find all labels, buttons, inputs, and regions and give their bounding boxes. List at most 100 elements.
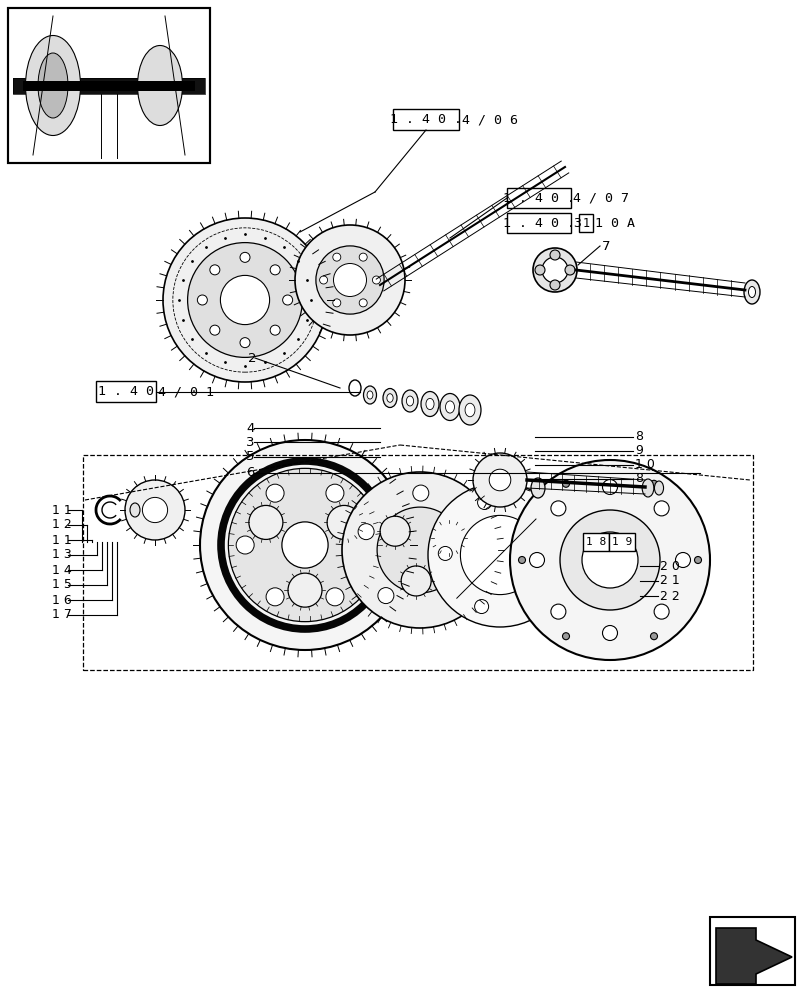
Circle shape	[444, 589, 461, 605]
Circle shape	[270, 265, 280, 275]
Circle shape	[282, 295, 292, 305]
Text: 7: 7	[601, 239, 610, 252]
Circle shape	[466, 525, 482, 541]
Circle shape	[474, 600, 488, 614]
Bar	[8, 8, 210, 163]
Circle shape	[377, 588, 393, 604]
Text: 2: 2	[247, 352, 256, 364]
Bar	[582, 533, 608, 551]
Text: 1 9: 1 9	[611, 537, 631, 547]
Ellipse shape	[458, 395, 480, 425]
Text: 2 1: 2 1	[659, 574, 679, 587]
Bar	[578, 214, 592, 232]
Text: 8: 8	[634, 430, 642, 444]
Text: 1 6: 1 6	[52, 593, 71, 606]
Text: 5: 5	[246, 450, 254, 464]
Bar	[709, 917, 794, 985]
Text: 8: 8	[634, 473, 642, 486]
Text: 1 0 A: 1 0 A	[594, 217, 634, 230]
Circle shape	[654, 501, 668, 516]
Text: 1: 1	[581, 217, 589, 230]
Text: 1 1: 1 1	[52, 504, 71, 516]
Circle shape	[358, 524, 374, 540]
Circle shape	[315, 246, 384, 314]
Text: 1 7: 1 7	[52, 608, 72, 621]
Circle shape	[380, 516, 410, 546]
Text: 1 2: 1 2	[52, 518, 71, 532]
Circle shape	[538, 517, 551, 531]
Circle shape	[488, 469, 510, 491]
Circle shape	[294, 225, 405, 335]
Ellipse shape	[748, 286, 754, 298]
Ellipse shape	[137, 45, 182, 126]
Text: 1 3: 1 3	[52, 548, 71, 562]
Text: 3: 3	[573, 217, 581, 230]
Circle shape	[401, 566, 431, 596]
Ellipse shape	[363, 386, 376, 404]
Circle shape	[549, 280, 560, 290]
Circle shape	[509, 460, 709, 660]
Circle shape	[355, 536, 373, 554]
Text: 6: 6	[246, 466, 254, 480]
Circle shape	[564, 265, 574, 275]
Circle shape	[320, 276, 327, 284]
Circle shape	[240, 252, 250, 262]
Circle shape	[581, 532, 637, 588]
Circle shape	[333, 253, 341, 261]
Bar	[96, 381, 156, 402]
Circle shape	[200, 440, 410, 650]
Circle shape	[675, 552, 689, 568]
Ellipse shape	[530, 478, 544, 498]
Circle shape	[240, 338, 250, 348]
Circle shape	[532, 248, 577, 292]
Circle shape	[473, 453, 526, 507]
Circle shape	[549, 250, 560, 260]
Text: 9: 9	[634, 444, 642, 458]
Bar	[23, 81, 195, 91]
Circle shape	[266, 484, 284, 502]
Circle shape	[460, 515, 539, 595]
Circle shape	[550, 604, 565, 619]
Circle shape	[427, 483, 571, 627]
Ellipse shape	[654, 481, 663, 495]
Circle shape	[249, 505, 282, 539]
Circle shape	[534, 265, 544, 275]
Ellipse shape	[386, 394, 393, 402]
Circle shape	[372, 276, 380, 284]
Text: 1 5: 1 5	[52, 578, 72, 591]
Ellipse shape	[445, 401, 454, 413]
Circle shape	[341, 472, 497, 628]
Text: 4: 4	[246, 422, 254, 434]
Circle shape	[376, 507, 462, 593]
Circle shape	[228, 468, 381, 622]
Circle shape	[281, 522, 328, 568]
Bar	[506, 188, 570, 208]
Ellipse shape	[426, 398, 434, 410]
Circle shape	[693, 556, 701, 564]
Circle shape	[536, 581, 550, 595]
Bar	[8, 8, 210, 163]
Circle shape	[220, 275, 269, 325]
Text: 1 4: 1 4	[52, 564, 71, 576]
Circle shape	[602, 480, 616, 494]
Text: 4 / 0 6: 4 / 0 6	[461, 114, 517, 127]
Ellipse shape	[420, 391, 439, 416]
Circle shape	[187, 243, 302, 357]
Circle shape	[560, 510, 659, 610]
Text: 2 0: 2 0	[659, 560, 679, 572]
Circle shape	[650, 480, 657, 487]
Ellipse shape	[401, 390, 418, 412]
Circle shape	[358, 299, 367, 307]
Circle shape	[333, 263, 366, 296]
Text: 2 2: 2 2	[659, 589, 679, 602]
Circle shape	[602, 626, 616, 640]
Circle shape	[541, 257, 568, 283]
Circle shape	[325, 588, 344, 606]
Bar	[393, 109, 458, 130]
Text: 1 0: 1 0	[634, 458, 654, 472]
Text: 1 . 4 0 .: 1 . 4 0 .	[389, 113, 461, 126]
Ellipse shape	[38, 53, 68, 118]
Text: 1 8: 1 8	[586, 537, 605, 547]
Ellipse shape	[406, 396, 413, 406]
Circle shape	[142, 497, 167, 523]
